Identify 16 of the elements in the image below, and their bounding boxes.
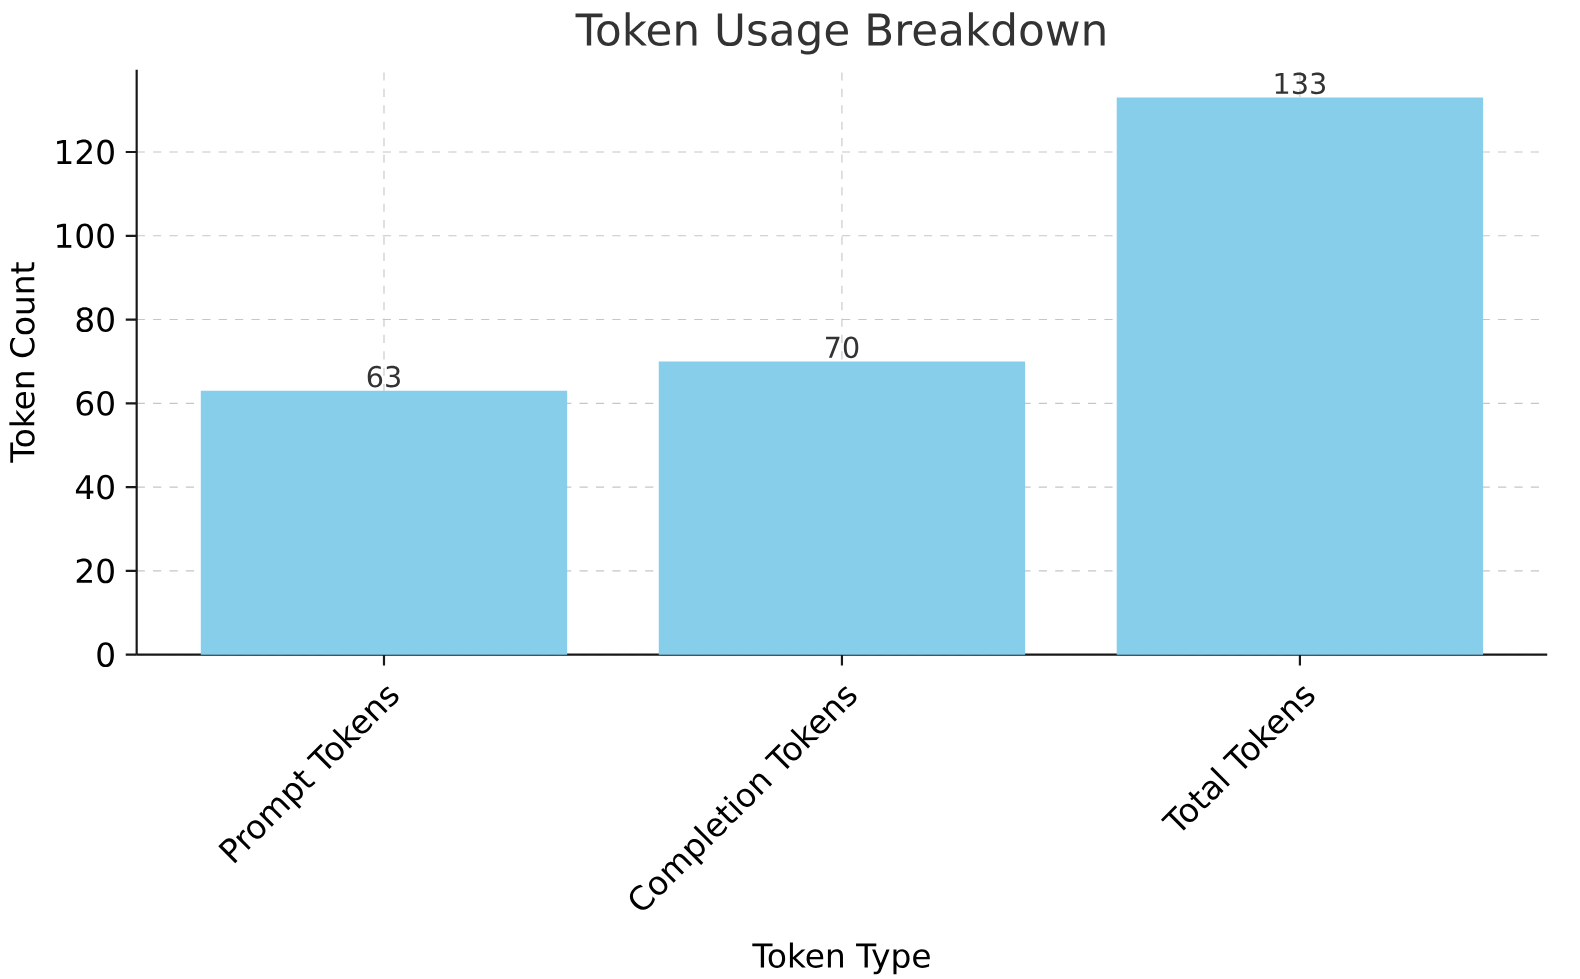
y-tick-label: 0 xyxy=(97,642,114,668)
bar xyxy=(658,361,1026,655)
bar xyxy=(200,390,568,655)
y-tick-label: 20 xyxy=(76,558,114,584)
y-axis-title: Token Count xyxy=(9,262,35,464)
bar xyxy=(1116,97,1484,655)
y-tick-label: 80 xyxy=(76,307,114,333)
chart-title: Token Usage Breakdown xyxy=(575,12,1105,55)
y-tick-label: 60 xyxy=(76,391,114,416)
y-tick-label: 100 xyxy=(57,223,114,249)
y-tick-label: 40 xyxy=(75,474,114,500)
data-label: 63 xyxy=(367,365,400,388)
x-axis-title: Token Type xyxy=(752,942,930,975)
y-tick-label: 120 xyxy=(57,139,114,165)
data-label: 70 xyxy=(826,336,859,359)
data-label: 133 xyxy=(1275,72,1325,95)
